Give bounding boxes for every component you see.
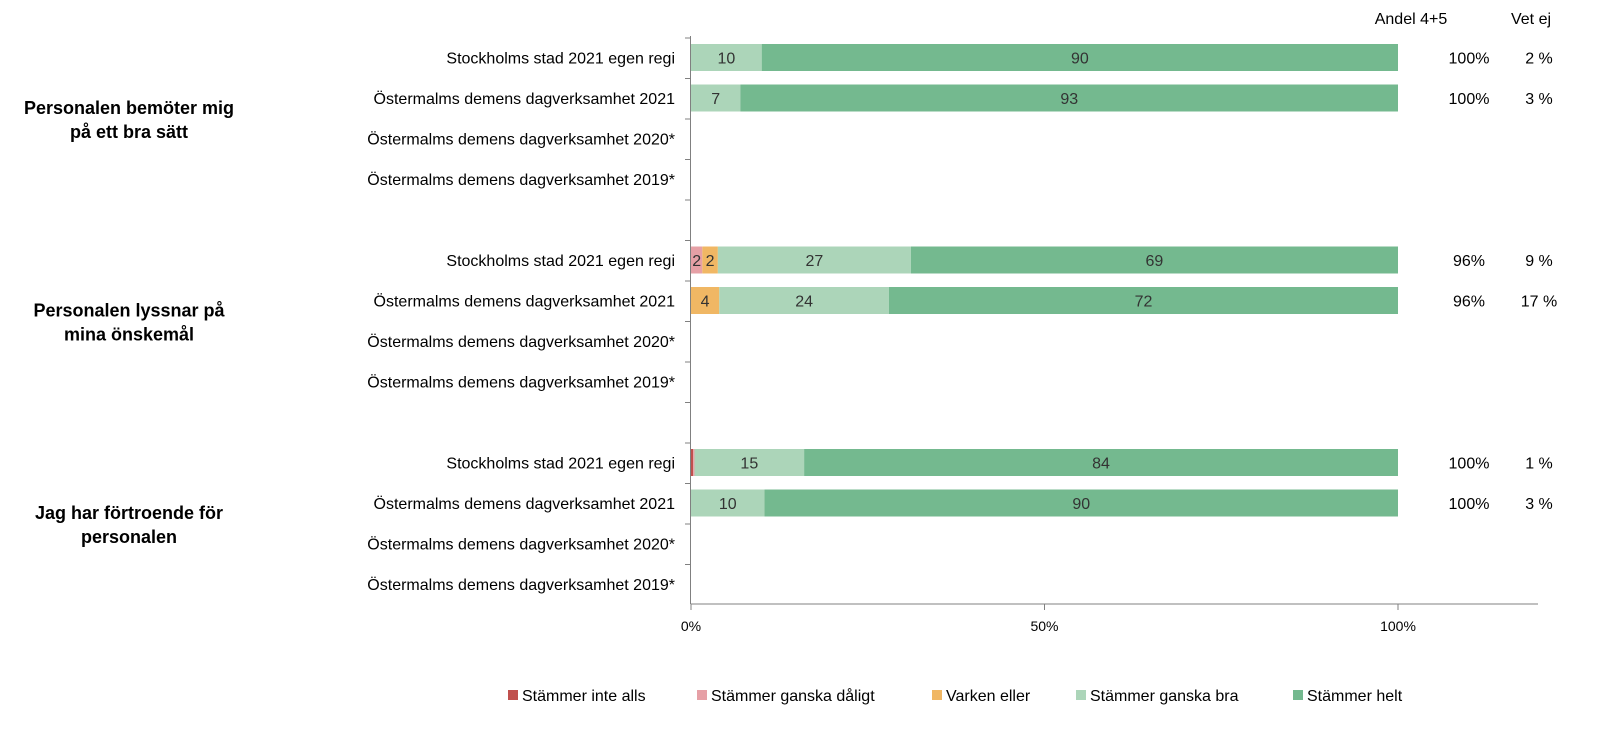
row-label: Östermalms demens dagverksamhet 2019*: [367, 171, 675, 189]
andel-value: 100%: [1449, 496, 1490, 513]
vetej-value: 1 %: [1525, 456, 1553, 473]
bar-segment: [691, 246, 703, 274]
data-label: 90: [1072, 496, 1090, 513]
x-tick-label: 50%: [1030, 618, 1058, 634]
bar-segment: [691, 44, 762, 71]
bar-segment: [694, 449, 805, 476]
bar-segment: [717, 246, 911, 274]
vetej-value: 17 %: [1521, 294, 1557, 311]
data-label: 24: [795, 294, 813, 311]
data-label: 2: [692, 253, 701, 270]
vetej-value: 3 %: [1525, 496, 1553, 513]
bar-segment: [691, 449, 694, 476]
data-label: 27: [805, 253, 823, 270]
vetej-value: 3 %: [1525, 91, 1553, 108]
row-label: Östermalms demens dagverksamhet 2019*: [367, 576, 675, 594]
legend-swatch: [1293, 690, 1303, 700]
andel-value: 100%: [1449, 91, 1490, 108]
data-label: 2: [706, 253, 715, 270]
bar-segment: [888, 287, 1398, 314]
row-label: Stockholms stad 2021 egen regi: [446, 51, 675, 68]
data-label: 10: [717, 51, 735, 68]
group-title: personalen: [81, 527, 177, 547]
bar-segment: [761, 44, 1398, 71]
bar-segment: [719, 287, 889, 314]
data-label: 15: [740, 456, 758, 473]
andel-value: 96%: [1453, 253, 1485, 270]
bar-segment: [691, 489, 765, 517]
group-title: Jag har förtroende för: [35, 503, 223, 523]
legend-swatch: [1076, 690, 1086, 700]
legend-swatch: [508, 690, 518, 700]
row-label: Östermalms demens dagverksamhet 2021: [374, 495, 676, 513]
row-label: Östermalms demens dagverksamhet 2020*: [367, 333, 675, 351]
bar-segment: [691, 287, 720, 314]
x-tick-label: 100%: [1380, 618, 1416, 634]
row-label: Östermalms demens dagverksamhet 2021: [374, 293, 676, 311]
row-label: Stockholms stad 2021 egen regi: [446, 253, 675, 270]
legend-label: Varken eller: [946, 688, 1031, 705]
header-andel: Andel 4+5: [1375, 11, 1448, 28]
data-label: 4: [701, 294, 710, 311]
group-title: Personalen lyssnar på: [33, 301, 225, 321]
bar-segment: [910, 246, 1398, 274]
header-vetej: Vet ej: [1511, 11, 1551, 28]
legend-label: Stämmer inte alls: [522, 688, 646, 705]
data-label: 72: [1135, 294, 1153, 311]
row-label: Östermalms demens dagverksamhet 2021: [374, 90, 676, 108]
group-title: på ett bra sätt: [70, 122, 188, 142]
row-label: Östermalms demens dagverksamhet 2020*: [367, 131, 675, 149]
row-label: Stockholms stad 2021 egen regi: [446, 456, 675, 473]
bar-segment: [804, 449, 1398, 476]
data-label: 7: [711, 91, 720, 108]
legend-swatch: [932, 690, 942, 700]
row-label: Östermalms demens dagverksamhet 2019*: [367, 374, 675, 392]
bar-segment: [691, 84, 741, 112]
andel-value: 100%: [1449, 51, 1490, 68]
andel-value: 96%: [1453, 294, 1485, 311]
vetej-value: 2 %: [1525, 51, 1553, 68]
andel-value: 100%: [1449, 456, 1490, 473]
bar-segment: [702, 246, 718, 274]
bar-segment: [764, 489, 1398, 517]
bar-segment: [693, 449, 695, 476]
legend-label: Stämmer ganska bra: [1090, 688, 1239, 705]
legend-swatch: [697, 690, 707, 700]
legend-label: Stämmer helt: [1307, 688, 1403, 705]
data-label: 93: [1060, 91, 1078, 108]
bar-segment: [740, 84, 1398, 112]
data-label: 69: [1146, 253, 1164, 270]
vetej-value: 9 %: [1525, 253, 1553, 270]
group-title: mina önskemål: [64, 325, 194, 345]
data-label: 10: [719, 496, 737, 513]
data-label: 90: [1071, 51, 1089, 68]
group-title: Personalen bemöter mig: [24, 98, 234, 118]
x-tick-label: 0%: [681, 618, 701, 634]
data-label: 84: [1092, 456, 1110, 473]
row-label: Östermalms demens dagverksamhet 2020*: [367, 536, 675, 554]
legend-label: Stämmer ganska dåligt: [711, 687, 875, 705]
